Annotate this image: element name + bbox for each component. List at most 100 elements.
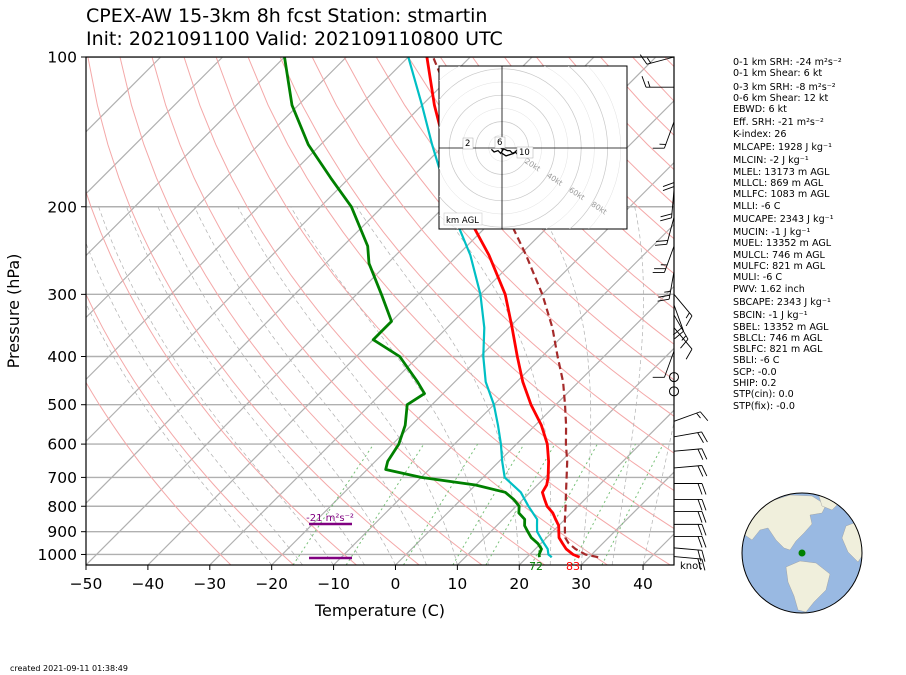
wind-barb-flag — [685, 315, 693, 327]
dry-adiabat-line — [407, 57, 674, 345]
dry-adiabat-line — [183, 57, 608, 565]
wind-barb-flag — [655, 243, 667, 246]
isotherm-line — [271, 161, 674, 565]
wind-barb — [674, 523, 707, 536]
wind-barb — [657, 271, 675, 302]
hodograph-agl-label: km AGL — [446, 216, 479, 226]
stat-line: 0-6 km Shear: 12 kt — [733, 92, 829, 104]
wind-barb-flag — [701, 558, 706, 571]
wind-barb-flag — [660, 213, 673, 218]
calm-wind-circle — [669, 386, 679, 397]
dry-adiabat-line — [86, 190, 357, 565]
wind-barb-flag — [660, 217, 672, 222]
surface-temperature-label: 83 — [566, 560, 580, 573]
wind-barb — [673, 556, 706, 571]
x-tick-label: −10 — [317, 575, 350, 593]
dry-adiabat-line — [151, 57, 546, 565]
wind-barb — [652, 350, 675, 378]
y-tick-label: 200 — [47, 198, 77, 216]
mixing-ratio-line — [485, 443, 556, 565]
wind-barb-staff — [673, 294, 693, 317]
wind-barb-flag — [697, 511, 703, 523]
moist-adiabat-line — [642, 421, 674, 565]
isotherm-line — [86, 57, 285, 257]
wind-barb-flag — [654, 268, 666, 270]
wind-barb-half-flag — [664, 290, 671, 293]
wind-barb-flag — [652, 271, 665, 273]
srh-label: -21 m²s⁻² — [306, 513, 354, 524]
x-tick-label: −50 — [70, 575, 103, 593]
hodograph-height-label: 2 — [465, 139, 470, 149]
wind-barb — [673, 465, 708, 477]
dry-adiabat-line — [119, 57, 483, 565]
stat-line: MULFC: 821 m AGL — [733, 261, 826, 273]
wind-barb-flag — [701, 483, 707, 495]
chart-title-line1: CPEX-AW 15-3km 8h fcst Station: stmartin — [86, 5, 488, 27]
wind-barb-staff — [673, 431, 702, 438]
wind-barb-staff — [673, 411, 701, 422]
wind-barb-flag — [656, 240, 668, 242]
wind-barb-flag — [639, 54, 648, 65]
wind-barb — [672, 304, 684, 340]
wind-barb — [641, 76, 674, 88]
isotherm-line — [86, 57, 224, 195]
x-tick-label: 10 — [448, 575, 468, 593]
y-tick-label: 1000 — [38, 546, 77, 564]
isotherm-line — [456, 347, 674, 565]
x-tick-label: 40 — [633, 575, 653, 593]
dry-adiabat-line — [279, 57, 674, 492]
isotherm-line — [518, 409, 674, 565]
x-tick-label: −40 — [132, 575, 165, 593]
y-axis-label: Pressure (hPa) — [4, 254, 23, 369]
wind-barb-staff — [673, 327, 693, 350]
chart-title-line2: Init: 2021091100 Valid: 202109110800 UTC — [86, 28, 503, 50]
x-tick-label: −20 — [255, 575, 288, 593]
y-tick-label: 600 — [47, 436, 77, 454]
dry-adiabat-line — [439, 57, 674, 310]
dewpoint-profile-line — [283, 57, 543, 558]
x-tick-label: 20 — [509, 575, 529, 593]
wind-barb-flag — [699, 411, 709, 422]
wind-barb — [662, 158, 675, 191]
temperature-profile-line — [425, 57, 581, 559]
stat-line: MLLI: -6 C — [733, 200, 781, 212]
dry-adiabat-line — [87, 57, 420, 565]
stat-line: MULI: -6 C — [733, 272, 783, 284]
moist-adiabat-line — [98, 206, 334, 565]
wind-barb-staff — [666, 217, 675, 245]
wind-barb-staff — [671, 189, 675, 218]
wind-barb-flag — [697, 483, 703, 495]
wind-barb — [660, 189, 675, 222]
wind-barb-flag — [697, 536, 703, 548]
wind-barb — [639, 54, 675, 65]
stat-line: 0-1 km SRH: -24 m²s⁻² — [733, 57, 842, 68]
knot-label: knot — [680, 561, 702, 572]
wind-barb-flag — [672, 327, 683, 336]
mixing-ratio-line — [292, 443, 375, 565]
stats-panel: 0-1 km SRH: -24 m²s⁻² 0-1 km Shear: 6 kt 0… — [733, 57, 903, 412]
calm-wind-circle — [669, 372, 679, 383]
wind-barb-flag — [674, 330, 684, 340]
wind-barb-staff — [673, 547, 702, 551]
isotherm-line — [395, 285, 674, 565]
stat-line: MLCIN: -2 J kg⁻¹ — [733, 155, 809, 167]
south-america-landmass — [785, 560, 831, 613]
mixing-ratio-line — [403, 443, 479, 565]
wind-barb-half-flag — [659, 143, 666, 145]
wind-barb-staff — [664, 121, 675, 149]
wind-barb — [673, 448, 708, 460]
wind-barb — [674, 511, 707, 523]
stat-line: STP(cin): 0.0 — [733, 389, 794, 401]
hodograph-height-box — [494, 136, 506, 149]
moist-adiabat-line — [356, 206, 520, 565]
wind-barb-half-flag — [660, 264, 668, 266]
dry-adiabat-line — [471, 57, 674, 275]
mixing-ratio-line — [571, 443, 636, 565]
stat-line: PWV: 1.62 inch — [733, 283, 805, 295]
wind-barb-staff — [664, 245, 675, 273]
wind-barb-flag — [701, 524, 707, 536]
hodograph-height-box — [516, 146, 534, 159]
stat-line: SBEL: 13352 m AGL — [733, 321, 829, 333]
